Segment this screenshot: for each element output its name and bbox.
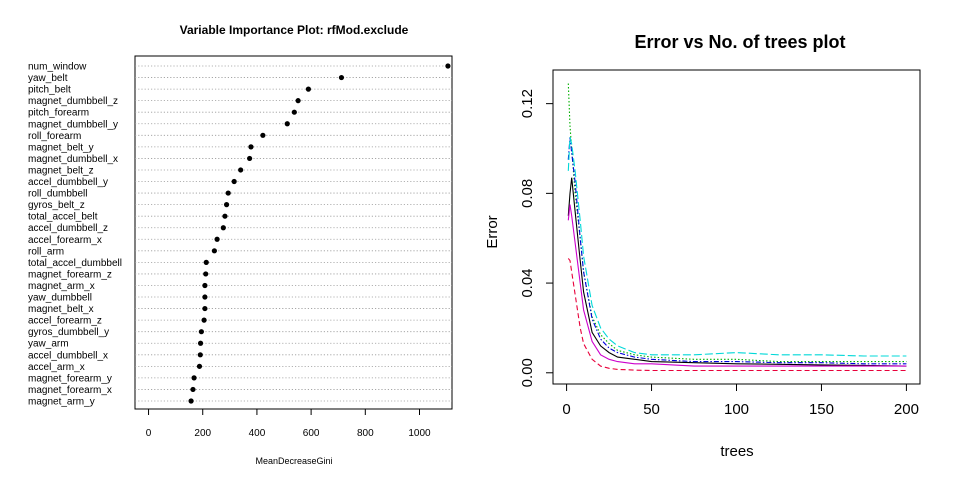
variable-label-roll_arm: roll_arm	[28, 246, 64, 257]
variable-label-magnet_arm_y: magnet_arm_y	[28, 397, 95, 408]
left-dots	[188, 63, 451, 404]
variable-label-magnet_forearm_z: magnet_forearm_z	[28, 269, 112, 280]
dot-accel_dumbbell_z	[220, 225, 226, 231]
right-y-axis-label: Error	[484, 215, 501, 248]
y-tick-label-0.12: 0.12	[519, 89, 536, 118]
x-tick-label-0: 0	[562, 401, 570, 418]
dot-num_window	[445, 63, 451, 69]
dot-accel_forearm_z	[201, 317, 207, 323]
right-plot-frame	[552, 69, 921, 385]
dot-magnet_belt_x	[202, 305, 208, 312]
x-tick-label-800: 800	[357, 428, 374, 439]
dot-magnet_dumbbell_x	[247, 155, 253, 162]
y-tick-label-0.00: 0.00	[519, 358, 536, 387]
variable-label-total_accel_belt: total_accel_belt	[28, 212, 98, 223]
dot-magnet_dumbbell_y	[284, 121, 290, 127]
dot-total_accel_belt	[222, 213, 228, 219]
variable-label-yaw_dumbbell: yaw_dumbbell	[28, 293, 92, 304]
y-tick-label-0.04: 0.04	[519, 268, 536, 297]
variable-label-gyros_belt_z: gyros_belt_z	[28, 200, 85, 211]
right-x-axis: 0 50 100 150 200	[562, 383, 919, 418]
variable-label-magnet_belt_x: magnet_belt_x	[28, 304, 94, 315]
left-chart-title: Variable Importance Plot: rfMod.exclude	[180, 23, 409, 37]
error-vs-trees-chart: Error vs No. of trees plot 0 50 100 150 200 …	[484, 32, 921, 460]
dot-magnet_belt_z	[238, 167, 244, 173]
variable-label-magnet_forearm_y: magnet_forearm_y	[28, 373, 112, 384]
x-tick-label-0: 0	[146, 428, 152, 439]
variable-label-yaw_belt: yaw_belt	[28, 73, 68, 84]
right-chart-title: Error vs No. of trees plot	[634, 32, 845, 52]
x-tick-label-100: 100	[724, 401, 749, 418]
x-tick-label-150: 150	[809, 401, 834, 418]
series-line-B	[567, 83, 907, 363]
dot-magnet_forearm_z	[203, 271, 209, 277]
dot-gyros_belt_z	[223, 202, 230, 208]
dot-accel_forearm_x	[214, 236, 220, 242]
left-x-axis-label: MeanDecreaseGini	[255, 456, 332, 466]
dot-roll_arm	[211, 248, 217, 254]
variable-label-accel_forearm_x: accel_forearm_x	[28, 235, 102, 246]
variable-label-accel_arm_x: accel_arm_x	[28, 362, 85, 373]
left-variable-labels: num_windowyaw_beltpitch_beltmagnet_dumbb…	[28, 62, 122, 408]
x-tick-label-400: 400	[249, 428, 266, 439]
variable-label-total_accel_dumbbell: total_accel_dumbbell	[28, 258, 122, 269]
dot-yaw_arm	[197, 340, 204, 346]
dot-magnet_arm_x	[202, 282, 208, 289]
dot-pitch_belt	[305, 86, 312, 92]
left-grid-lines	[135, 65, 452, 402]
variable-label-magnet_belt_z: magnet_belt_z	[28, 165, 94, 176]
right-series-lines	[567, 83, 907, 372]
x-tick-label-50: 50	[643, 401, 660, 418]
dot-accel_dumbbell_y	[231, 178, 237, 185]
variable-label-roll_dumbbell: roll_dumbbell	[28, 189, 87, 200]
variable-label-magnet_belt_y: magnet_belt_y	[28, 142, 94, 153]
dot-magnet_dumbbell_z	[295, 98, 301, 104]
variable-label-pitch_belt: pitch_belt	[28, 85, 71, 96]
series-line-D	[567, 137, 907, 357]
variable-label-accel_dumbbell_y: accel_dumbbell_y	[28, 177, 108, 188]
variable-label-roll_forearm: roll_forearm	[28, 131, 81, 142]
dot-magnet_arm_y	[188, 398, 194, 404]
variable-label-num_window: num_window	[28, 62, 87, 73]
dot-magnet_forearm_y	[191, 375, 197, 381]
dot-roll_forearm	[260, 132, 266, 138]
left-x-axis: 0 200 400 600 800 1000	[146, 409, 431, 439]
dot-pitch_forearm	[291, 109, 297, 115]
dot-yaw_belt	[338, 74, 345, 81]
variable-label-accel_dumbbell_x: accel_dumbbell_x	[28, 350, 108, 361]
x-tick-label-600: 600	[303, 428, 320, 439]
y-tick-label-0.08: 0.08	[519, 179, 536, 208]
variable-label-gyros_dumbbell_y: gyros_dumbbell_y	[28, 327, 109, 338]
variable-label-accel_forearm_z: accel_forearm_z	[28, 316, 102, 327]
dot-magnet_forearm_x	[190, 386, 196, 393]
variable-importance-chart: Variable Importance Plot: rfMod.exclude …	[28, 23, 453, 466]
variable-label-magnet_dumbbell_x: magnet_dumbbell_x	[28, 154, 118, 165]
right-y-axis: 0.00 0.04 0.08 0.12	[519, 89, 554, 387]
dot-yaw_dumbbell	[202, 294, 208, 300]
right-x-axis-label: trees	[720, 443, 753, 460]
variable-label-magnet_dumbbell_z: magnet_dumbbell_z	[28, 96, 118, 107]
series-line-C	[567, 137, 907, 365]
x-tick-label-200: 200	[194, 428, 211, 439]
dot-roll_dumbbell	[225, 190, 231, 196]
series-line-E	[567, 204, 907, 367]
x-tick-label-200: 200	[894, 401, 919, 418]
variable-label-magnet_dumbbell_y: magnet_dumbbell_y	[28, 119, 118, 130]
variable-label-yaw_arm: yaw_arm	[28, 339, 69, 350]
variable-label-pitch_forearm: pitch_forearm	[28, 108, 89, 119]
dot-accel_arm_x	[196, 363, 203, 369]
left-plot-frame	[134, 55, 453, 410]
dot-total_accel_dumbbell	[203, 259, 209, 265]
dot-accel_dumbbell_x	[197, 352, 203, 358]
series-line-A	[567, 258, 907, 372]
series-line-OOB	[567, 177, 907, 367]
dot-gyros_dumbbell_y	[198, 329, 204, 335]
x-tick-label-1000: 1000	[408, 428, 431, 439]
dot-magnet_belt_y	[248, 144, 254, 150]
variable-label-magnet_forearm_x: magnet_forearm_x	[28, 385, 112, 396]
variable-label-accel_dumbbell_z: accel_dumbbell_z	[28, 223, 108, 234]
variable-label-magnet_arm_x: magnet_arm_x	[28, 281, 95, 292]
